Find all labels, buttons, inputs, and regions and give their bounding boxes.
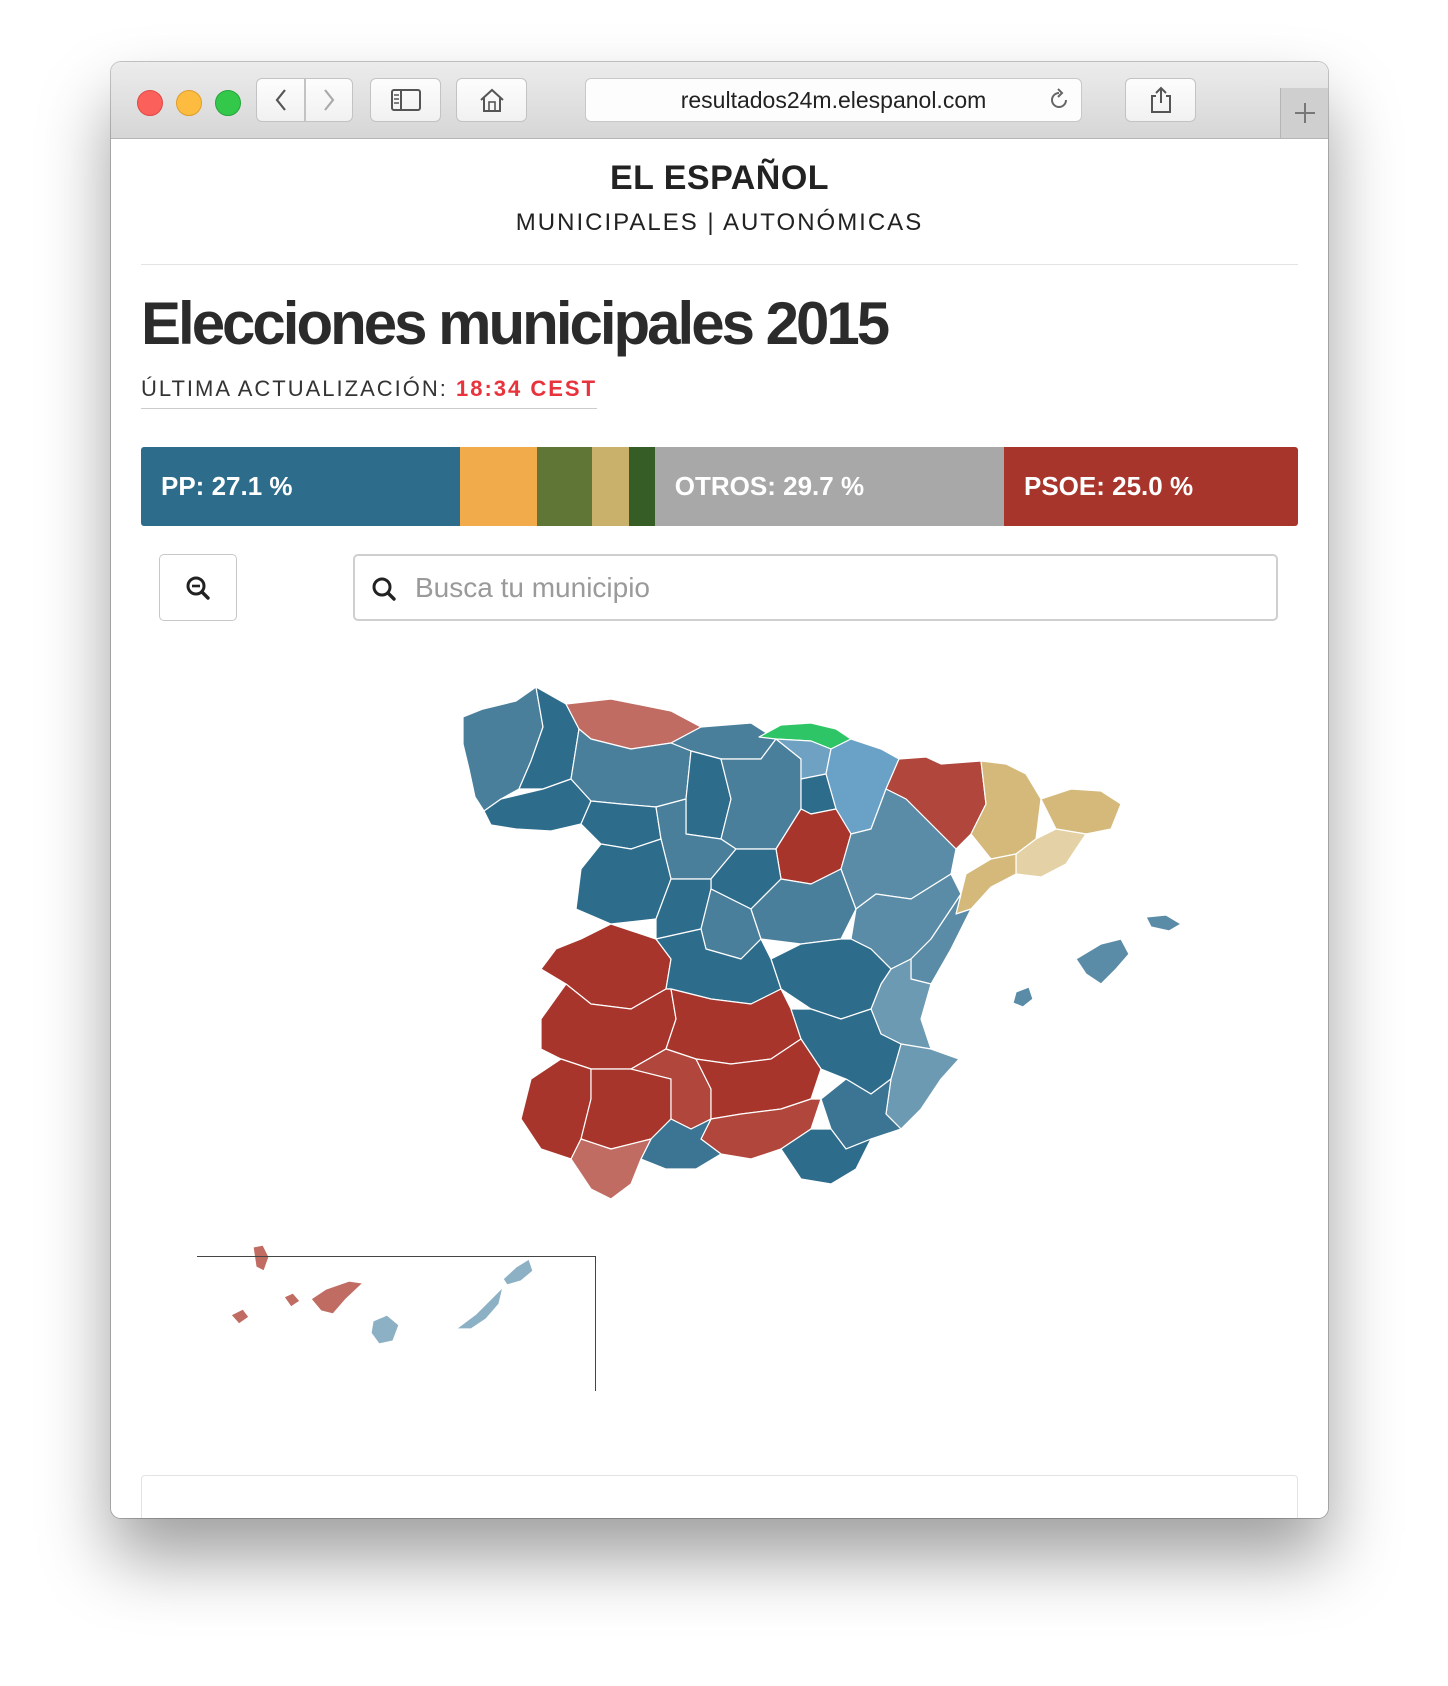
region-canary-fuerteventura[interactable]	[455, 1286, 504, 1330]
home-button[interactable]	[456, 78, 527, 122]
share-button[interactable]	[1125, 78, 1196, 122]
close-window-button[interactable]	[137, 90, 163, 116]
last-update: ÚLTIMA ACTUALIZACIÓN: 18:34 CEST	[141, 376, 598, 409]
zoom-out-icon	[186, 576, 210, 600]
results-segment-1[interactable]	[459, 447, 538, 526]
search-icon	[372, 577, 396, 601]
municipality-search[interactable]	[353, 554, 1278, 621]
nav-separator: |	[707, 209, 716, 236]
page-content: EL ESPAÑOL MUNICIPALES | AUTONÓMICAS Ele…	[111, 139, 1328, 1518]
address-bar[interactable]: resultados24m.elespanol.com	[585, 78, 1082, 122]
new-tab-button[interactable]	[1280, 88, 1328, 138]
page-title: Elecciones municipales 2015	[141, 290, 890, 357]
results-segment-2[interactable]	[537, 447, 593, 526]
region-canary-el-hierro[interactable]	[230, 1308, 250, 1325]
reload-icon[interactable]	[1047, 88, 1071, 112]
forward-button[interactable]	[305, 78, 353, 122]
share-icon	[1150, 86, 1171, 113]
nav-municipales[interactable]: MUNICIPALES	[515, 209, 699, 236]
results-segment-otros[interactable]: OTROS: 29.7 %	[654, 447, 1004, 526]
chevron-left-icon	[275, 89, 286, 111]
region-murcia[interactable]	[820, 1078, 902, 1150]
region-mallorca[interactable]	[1075, 938, 1130, 985]
minimize-window-button[interactable]	[176, 90, 202, 116]
region-tarragona[interactable]	[955, 853, 1017, 915]
chevron-right-icon	[324, 89, 335, 111]
region-zamora[interactable]	[580, 800, 662, 850]
header-divider	[141, 264, 1298, 265]
region-canary-lanzarote[interactable]	[502, 1258, 534, 1286]
region-ibiza[interactable]	[1012, 986, 1034, 1008]
spain-map	[230, 686, 1182, 1345]
browser-window: resultados24m.elespanol.com EL ESPAÑOL M…	[111, 62, 1328, 1518]
last-update-time: 18:34 CEST	[455, 376, 598, 401]
region-canary-la-palma[interactable]	[252, 1244, 270, 1272]
region-girona[interactable]	[1040, 788, 1122, 835]
url-text[interactable]: resultados24m.elespanol.com	[680, 87, 987, 113]
section-nav: MUNICIPALES | AUTONÓMICAS	[111, 209, 1328, 237]
browser-titlebar: resultados24m.elespanol.com	[111, 62, 1328, 139]
results-bar: PP: 27.1 % OTROS: 29.7 % PSOE: 25.0 %	[141, 447, 1298, 526]
zoom-out-button[interactable]	[159, 554, 237, 621]
results-segment-pp[interactable]: PP: 27.1 %	[141, 447, 460, 526]
site-logo[interactable]: EL ESPAÑOL	[609, 159, 830, 197]
maximize-window-button[interactable]	[215, 90, 241, 116]
results-segment-psoe[interactable]: PSOE: 25.0 %	[1003, 447, 1298, 526]
results-card	[141, 1475, 1298, 1518]
sidebar-button[interactable]	[370, 78, 441, 122]
region-menorca[interactable]	[1145, 914, 1182, 932]
home-icon	[479, 88, 504, 112]
results-segment-4[interactable]	[628, 447, 655, 526]
region-cadiz[interactable]	[570, 1138, 652, 1200]
region-malaga[interactable]	[640, 1118, 722, 1170]
region-almeria[interactable]	[780, 1128, 872, 1185]
region-canary-tenerife[interactable]	[310, 1280, 364, 1315]
sidebar-icon	[390, 89, 421, 111]
region-canary-la-gomera[interactable]	[283, 1292, 301, 1308]
results-segment-3[interactable]	[592, 447, 629, 526]
search-input[interactable]	[413, 564, 1257, 612]
last-update-label: ÚLTIMA ACTUALIZACIÓN:	[141, 376, 448, 401]
results-segment-label: PSOE: 25.0 %	[1023, 471, 1194, 501]
region-zaragoza[interactable]	[840, 788, 957, 910]
nav-autonomicas[interactable]: AUTONÓMICAS	[722, 209, 924, 236]
region-salamanca[interactable]	[575, 838, 672, 925]
plus-icon	[1294, 103, 1315, 123]
region-canary-gran-canaria[interactable]	[370, 1314, 400, 1345]
results-segment-label: OTROS: 29.7 %	[674, 471, 865, 501]
back-button[interactable]	[256, 78, 305, 122]
results-segment-label: PP: 27.1 %	[161, 471, 293, 501]
canary-islands-inset	[197, 1256, 596, 1391]
